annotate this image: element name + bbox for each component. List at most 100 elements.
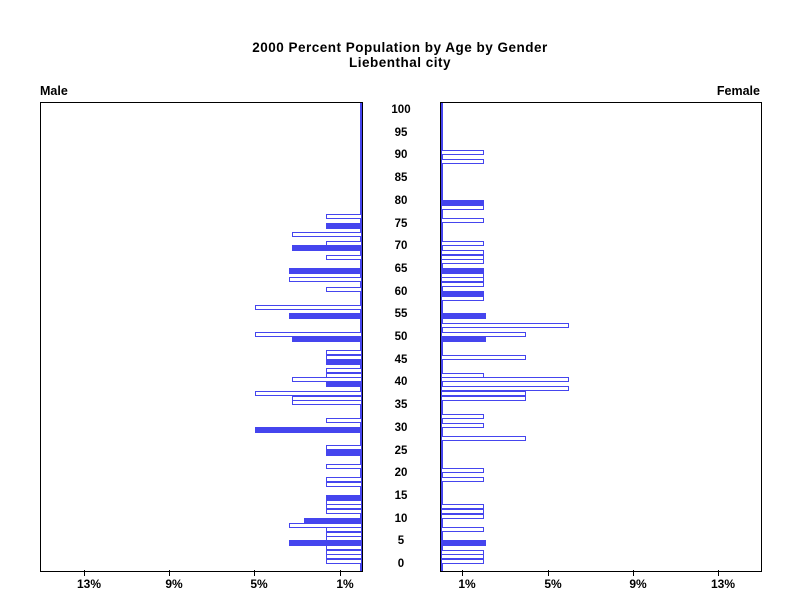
female-bar-age-11 [441,513,484,519]
male-bar-age-8 [326,527,362,533]
male-pct-tick-9 [169,570,170,576]
female-panel-label: Female [716,84,760,98]
female-bar-age-41 [441,377,569,383]
female-bar-age-8 [441,527,484,533]
male-panel-label: Male [40,84,68,98]
age-tick-label-50: 50 [394,331,408,343]
male-bar-age-14 [326,499,362,505]
age-tick-label-75: 75 [394,217,408,230]
male-pct-tick-label-9: 9% [165,577,183,591]
female-bar-age-28 [441,436,526,442]
age-tick-label-0: 0 [397,558,405,570]
male-bar-age-22 [326,463,362,469]
female-pct-tick-9 [633,570,634,576]
female-bar-age-12 [441,509,484,515]
female-bar-age-64 [441,272,484,278]
female-bar-age-55 [441,313,486,320]
female-bar-age-42 [441,372,484,378]
female-bar-age-68 [441,254,484,260]
male-bar-age-32 [326,418,362,424]
male-bar-age-25 [326,449,362,456]
female-bar-age-31 [441,422,484,428]
female-bar-age-21 [441,468,484,474]
male-bar-age-9 [289,522,362,528]
female-bar-age-3 [441,549,484,555]
male-bar-age-30 [255,426,362,433]
male-bar-age-70 [292,245,362,252]
male-bar-age-3 [326,549,362,555]
female-bar-age-59 [441,295,484,301]
male-bar-age-19 [326,477,362,483]
female-bar-age-46 [441,354,526,360]
male-pct-tick-13 [84,570,85,576]
age-tick-label-95: 95 [394,126,408,139]
female-pct-tick-label-1: 1% [458,577,476,591]
female-bar-age-38 [441,390,526,396]
chart-title-line2: Liebenthal city [348,55,452,70]
male-bar-age-42 [326,372,362,378]
female-pct-tick-label-9: 9% [629,577,647,591]
age-tick-label-40: 40 [394,376,408,389]
age-tick-label-15: 15 [394,489,408,502]
female-bar-age-91 [441,150,484,156]
male-bar-age-55 [289,313,362,320]
chart-title: 2000 Percent Population by Age by Gender… [0,40,800,70]
male-bar-age-77 [326,213,362,219]
male-bar-age-5 [289,540,362,547]
female-pct-tick-label-13: 13% [710,577,736,591]
male-bar-age-7 [326,531,362,537]
female-bar-age-13 [441,504,484,510]
age-tick-label-30: 30 [394,421,408,434]
male-bar-age-36 [292,400,362,406]
male-bar-age-65 [289,267,362,274]
female-bar-age-79 [441,204,484,210]
male-bar-age-61 [326,286,362,292]
female-bar-age-62 [441,282,484,288]
chart-title-line1: 2000 Percent Population by Age by Gender [252,40,548,55]
female-bar-age-76 [441,218,484,224]
age-tick-label-5: 5 [397,535,405,548]
male-bar-age-63 [289,277,362,283]
male-bar-age-2 [326,554,362,560]
age-tick-label-80: 80 [394,194,408,207]
female-bar-age-19 [441,477,484,483]
male-bar-age-4 [326,545,362,551]
male-bar-age-50 [292,336,362,342]
female-bar-age-53 [441,322,569,328]
female-bar-age-2 [441,554,484,560]
age-tick-label-10: 10 [394,512,408,525]
female-bar-age-33 [441,413,484,419]
age-tick-label-45: 45 [394,353,408,366]
female-bar-age-69 [441,250,484,256]
age-axis-labels: 100 95 90 85 80 75 70 65 60 55 50 45 40 35 30 25 20 15 10 5… [362,0,440,600]
age-tick-label-70: 70 [394,240,408,253]
male-bar-age-73 [292,232,362,238]
male-bar-age-1 [326,558,362,564]
male-bar-age-40 [326,381,362,388]
age-tick-label-55: 55 [394,308,408,321]
female-bar-age-89 [441,159,484,165]
male-bar-age-38 [255,390,362,396]
male-bar-age-75 [326,222,362,229]
male-pct-tick-1 [340,570,341,576]
male-bar-age-13 [326,504,362,510]
male-bar-age-68 [326,254,362,260]
male-bar-age-37 [292,395,362,401]
female-pct-tick-label-5: 5% [544,577,562,591]
male-bar-age-57 [255,304,362,310]
female-bar-age-5 [441,540,486,547]
female-bar-age-50 [441,336,486,342]
female-bar-age-1 [441,558,484,564]
age-tick-label-20: 20 [394,467,408,480]
age-tick-label-60: 60 [394,285,408,298]
male-bar-age-45 [326,358,362,365]
age-tick-label-100: 100 [391,104,411,116]
female-pct-tick-1 [462,570,463,576]
male-bar-age-43 [326,368,362,374]
male-bar-age-18 [326,481,362,487]
male-plot-area [40,102,363,572]
male-pct-tick-label-5: 5% [250,577,268,591]
female-bar-age-37 [441,395,526,401]
female-bar-age-71 [441,241,484,247]
